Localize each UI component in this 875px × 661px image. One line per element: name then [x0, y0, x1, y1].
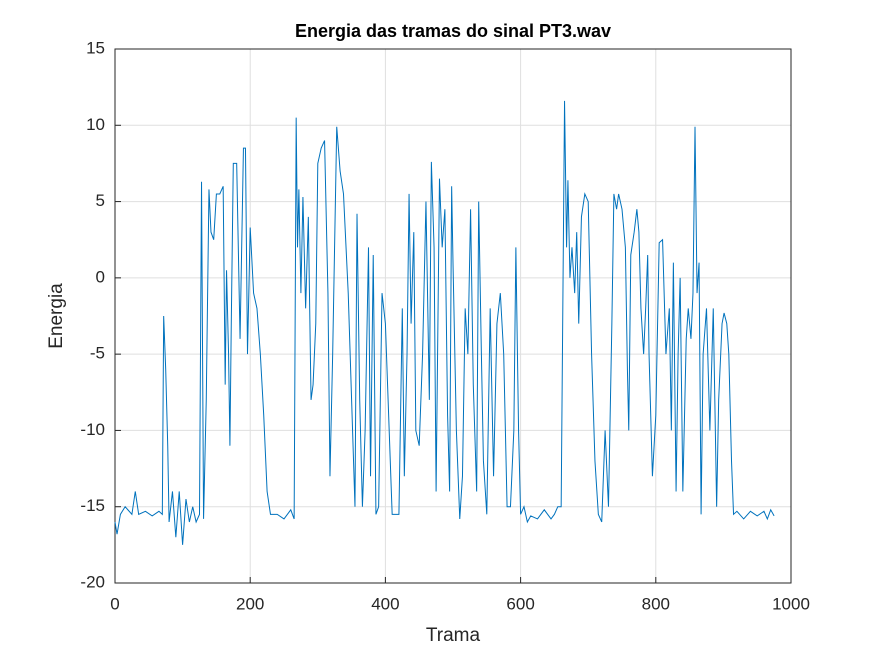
data-line [114, 100, 775, 545]
y-tick-label: -10 [80, 420, 105, 439]
x-tick-label: 200 [236, 594, 264, 613]
y-tick-label: -5 [90, 344, 105, 363]
x-axis-label: Trama [426, 625, 481, 646]
y-tick-label: -20 [80, 572, 105, 591]
chart-title: Energia das tramas do sinal PT3.wav [295, 21, 611, 41]
x-tick-label: 600 [506, 594, 534, 613]
y-tick-label: 5 [96, 191, 105, 210]
y-tick-label: -15 [80, 496, 105, 515]
plot-frame [114, 48, 792, 584]
y-tick-label: 10 [86, 115, 105, 134]
x-tick-label: 800 [642, 594, 670, 613]
x-tick-label: 400 [371, 594, 399, 613]
y-tick-label: 15 [86, 38, 105, 57]
x-tick-label: 0 [110, 594, 119, 613]
y-axis-label: Energia [46, 283, 67, 349]
y-tick-label: 0 [96, 267, 105, 286]
x-tick-label: 1000 [772, 594, 810, 613]
